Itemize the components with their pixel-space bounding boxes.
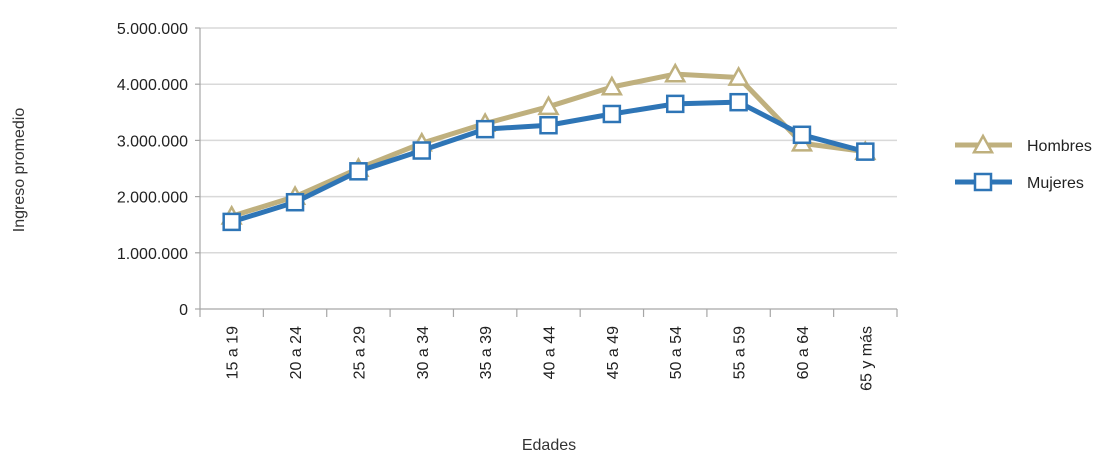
legend-item-mujeres: Mujeres bbox=[955, 172, 1084, 192]
y-axis-title: Ingreso promedio bbox=[11, 108, 28, 233]
x-tick-label: 30 a 34 bbox=[415, 326, 432, 379]
x-tick-label: 45 a 49 bbox=[605, 326, 622, 379]
axes bbox=[195, 27, 898, 317]
x-tick-label: 40 a 44 bbox=[542, 326, 559, 379]
legend: Hombres Mujeres bbox=[955, 133, 1092, 192]
y-axis-tick-labels: 0 1.000.000 2.000.000 3.000.000 4.000.000 5.0… bbox=[117, 21, 188, 319]
legend-label: Hombres bbox=[1027, 138, 1092, 155]
data-point bbox=[222, 212, 241, 232]
x-axis-tick-labels: 15 a 19 20 a 24 25 a 29 30 a 34 35 a 39 40 a … bbox=[225, 326, 876, 391]
data-point bbox=[664, 62, 687, 83]
data-point bbox=[349, 162, 368, 181]
x-tick-label: 65 y más bbox=[858, 326, 875, 391]
legend-label: Mujeres bbox=[1027, 175, 1084, 192]
y-tick-label: 3.000.000 bbox=[117, 133, 188, 150]
series-hombres bbox=[220, 62, 877, 225]
x-axis-title: Edades bbox=[522, 437, 576, 452]
x-tick-label: 35 a 39 bbox=[478, 326, 495, 379]
series-mujeres bbox=[222, 92, 875, 232]
data-point bbox=[600, 75, 623, 96]
y-tick-label: 5.000.000 bbox=[117, 21, 188, 38]
x-tick-label: 15 a 19 bbox=[225, 326, 242, 379]
data-point bbox=[792, 125, 812, 145]
data-point bbox=[539, 115, 558, 135]
legend-marker bbox=[971, 133, 995, 154]
data-point bbox=[537, 95, 560, 116]
gridlines bbox=[200, 27, 897, 254]
data-point bbox=[856, 142, 875, 161]
legend-item-hombres: Hombres bbox=[955, 133, 1092, 155]
y-tick-label: 1.000.000 bbox=[117, 246, 188, 263]
data-point bbox=[412, 141, 432, 160]
data-point bbox=[285, 192, 305, 212]
x-tick-label: 50 a 54 bbox=[668, 326, 685, 379]
y-tick-label: 0 bbox=[179, 302, 188, 319]
data-point bbox=[602, 104, 622, 124]
y-tick-label: 2.000.000 bbox=[117, 190, 188, 207]
x-tick-label: 60 a 64 bbox=[795, 326, 812, 379]
x-tick-label: 20 a 24 bbox=[288, 326, 305, 379]
data-point bbox=[729, 92, 748, 112]
data-point bbox=[665, 94, 685, 114]
data-point bbox=[475, 119, 495, 139]
y-tick-label: 4.000.000 bbox=[117, 77, 188, 94]
x-tick-label: 25 a 29 bbox=[351, 326, 368, 379]
x-tick-label: 55 a 59 bbox=[732, 326, 749, 379]
series-layer bbox=[220, 62, 877, 232]
data-point bbox=[727, 65, 750, 86]
legend-marker bbox=[973, 172, 993, 192]
